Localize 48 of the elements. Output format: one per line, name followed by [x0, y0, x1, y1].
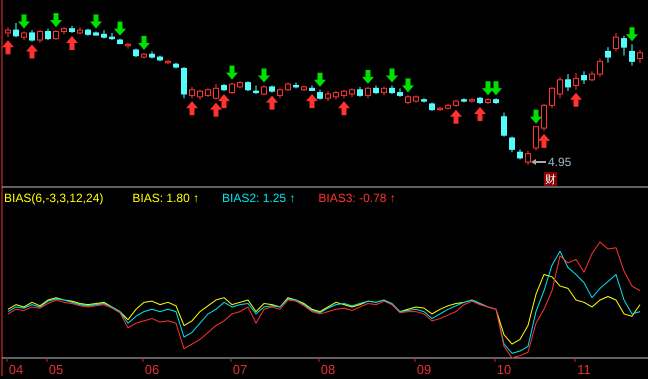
chart-title: BIAS(6,-3,3,12,24)	[4, 191, 104, 205]
candlestick	[213, 84, 219, 100]
candlestick	[581, 70, 587, 85]
candlestick	[317, 89, 323, 100]
x-tick-label: 10	[496, 362, 512, 377]
x-tick-label: 09	[416, 362, 432, 377]
candlestick	[5, 26, 11, 38]
candlestick	[613, 32, 619, 52]
candlestick	[589, 70, 595, 82]
x-tick-label: 06	[144, 362, 160, 377]
candlestick	[501, 112, 507, 138]
candlestick	[533, 126, 539, 152]
annotation: 4.95	[548, 155, 572, 169]
candlestick	[509, 136, 515, 153]
text: BIAS: 1.80 ↑	[132, 191, 200, 205]
candlestick	[261, 84, 267, 96]
candlestick	[621, 35, 627, 56]
candlestick	[565, 74, 571, 92]
candlestick	[517, 148, 523, 160]
candlestick	[549, 86, 555, 109]
candlestick	[189, 86, 195, 99]
candlestick	[573, 72, 579, 90]
x-tick-label: 05	[48, 362, 64, 377]
candlestick	[29, 30, 35, 42]
candlestick	[637, 49, 643, 64]
candlestick	[629, 44, 635, 66]
x-tick-label: 07	[232, 362, 248, 377]
candlestick	[597, 58, 603, 78]
x-tick-label: 08	[320, 362, 336, 377]
candlestick	[357, 86, 363, 98]
text: BIAS2: 1.25 ↑	[222, 191, 296, 205]
candlestick	[557, 76, 563, 99]
candlestick	[45, 28, 51, 41]
candlestick	[277, 88, 283, 99]
candlestick	[365, 86, 371, 99]
text: BIAS3: -0.78 ↑	[318, 191, 396, 205]
candlestick	[541, 103, 547, 132]
candlestick	[53, 30, 59, 41]
candlestick	[525, 150, 531, 166]
candlestick	[605, 46, 611, 64]
candlestick	[245, 80, 251, 92]
candlestick	[37, 30, 43, 44]
x-tick-label: 11	[577, 362, 591, 377]
candlestick	[197, 89, 203, 100]
candlestick	[229, 82, 235, 94]
candlestick	[325, 90, 331, 102]
x-tick-label: 04	[8, 362, 24, 377]
candlestick	[13, 22, 19, 38]
